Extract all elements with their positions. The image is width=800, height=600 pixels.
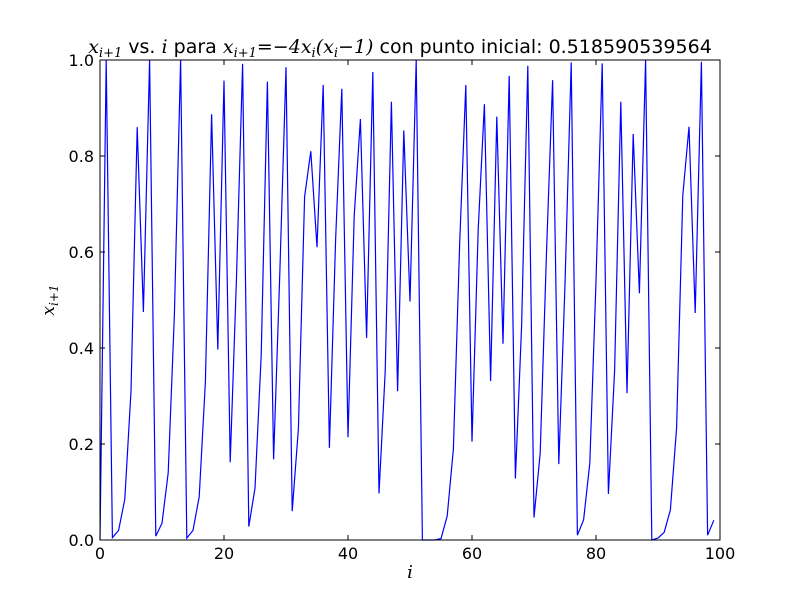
y-axis-label-sub: i+1 <box>47 284 61 306</box>
y-tick-label: 1.0 <box>69 51 94 70</box>
x-tick-label: 40 <box>338 544 358 563</box>
series-line-0 <box>99 59 715 541</box>
title-eq-rest: =−4x <box>257 36 312 58</box>
title-lhs-sub: i+1 <box>99 46 122 61</box>
title-eq-x: x <box>223 36 234 58</box>
x-tick-label: 100 <box>705 544 736 563</box>
x-tick-label: 20 <box>214 544 234 563</box>
title-eq-sub2: i <box>312 46 316 61</box>
plot-frame <box>99 59 721 541</box>
y-tick-label: 0.2 <box>69 435 94 454</box>
x-tick-label: 80 <box>586 544 606 563</box>
y-tick-label: 0.4 <box>69 339 94 358</box>
y-tick-label: 0.8 <box>69 147 94 166</box>
y-tick-label: 0.0 <box>69 531 94 550</box>
y-tick-label: 0.6 <box>69 243 94 262</box>
tick-layer: 0 20 40 60 80 100 0.0 0.2 0.4 0.6 0.8 1.0 <box>69 51 736 563</box>
title-eq-sub: i+1 <box>234 46 257 61</box>
x-axis-label: i <box>407 562 413 583</box>
title-eq-rest3: −1) <box>338 36 373 58</box>
title-eq-rest2: (x <box>316 36 334 58</box>
title-eq-sub3: i <box>334 46 338 61</box>
title-var: i <box>162 36 168 58</box>
title-para: para <box>168 36 223 58</box>
title-lhs: x <box>88 36 99 58</box>
chart-title: xi+1 vs. i para xi+1=−4xi(xi−1) con punt… <box>88 36 712 61</box>
title-tail: con punto inicial: 0.518590539564 <box>373 36 711 58</box>
y-axis-label: xi+1 <box>39 284 61 315</box>
data-line-layer <box>99 59 715 541</box>
x-tick-label: 60 <box>462 544 482 563</box>
title-vs: vs. <box>122 36 161 58</box>
x-tick-label: 0 <box>95 544 105 563</box>
y-axis-label-base: x <box>39 306 59 316</box>
